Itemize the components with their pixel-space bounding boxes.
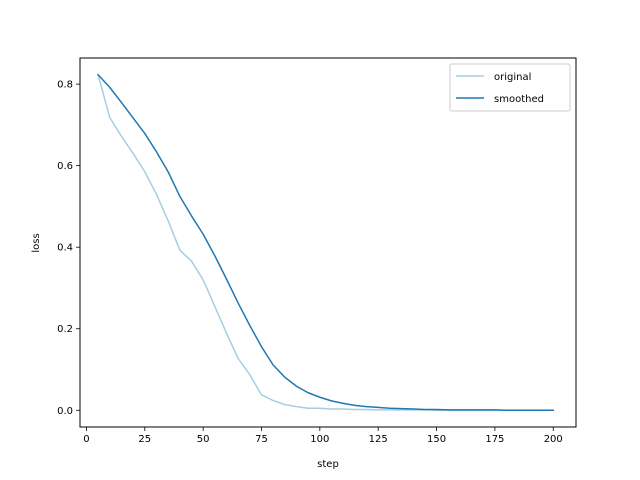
x-tick-label: 125	[369, 434, 388, 445]
x-tick-label: 0	[83, 434, 89, 445]
x-axis-label: step	[317, 459, 339, 470]
y-tick-label: 0.6	[57, 161, 73, 172]
y-axis-label: loss	[31, 233, 42, 252]
legend-smoothed-label: smoothed	[494, 94, 544, 105]
x-tick-label: 150	[427, 434, 446, 445]
series-layer	[97, 73, 554, 412]
y-tick-label: 0.8	[57, 80, 73, 91]
legend: original smoothed	[449, 63, 571, 112]
x-tick-label: 175	[485, 434, 504, 445]
legend-original-label: original	[494, 72, 531, 83]
axes-frame	[79, 57, 577, 428]
x-axis: 0 25 50 75 100 125 150 175 200	[83, 427, 563, 445]
y-tick-label: 0.0	[57, 406, 73, 417]
y-tick-label: 0.4	[57, 243, 73, 254]
y-axis: 0.0 0.2 0.4 0.6 0.8	[57, 80, 80, 417]
x-tick-label: 25	[138, 434, 151, 445]
series-line-smoothed	[97, 73, 554, 412]
x-tick-label: 100	[310, 434, 329, 445]
x-tick-label: 75	[255, 434, 268, 445]
x-tick-label: 200	[544, 434, 563, 445]
plot-area	[79, 57, 577, 428]
x-tick-label: 50	[197, 434, 210, 445]
y-tick-label: 0.2	[57, 324, 73, 335]
